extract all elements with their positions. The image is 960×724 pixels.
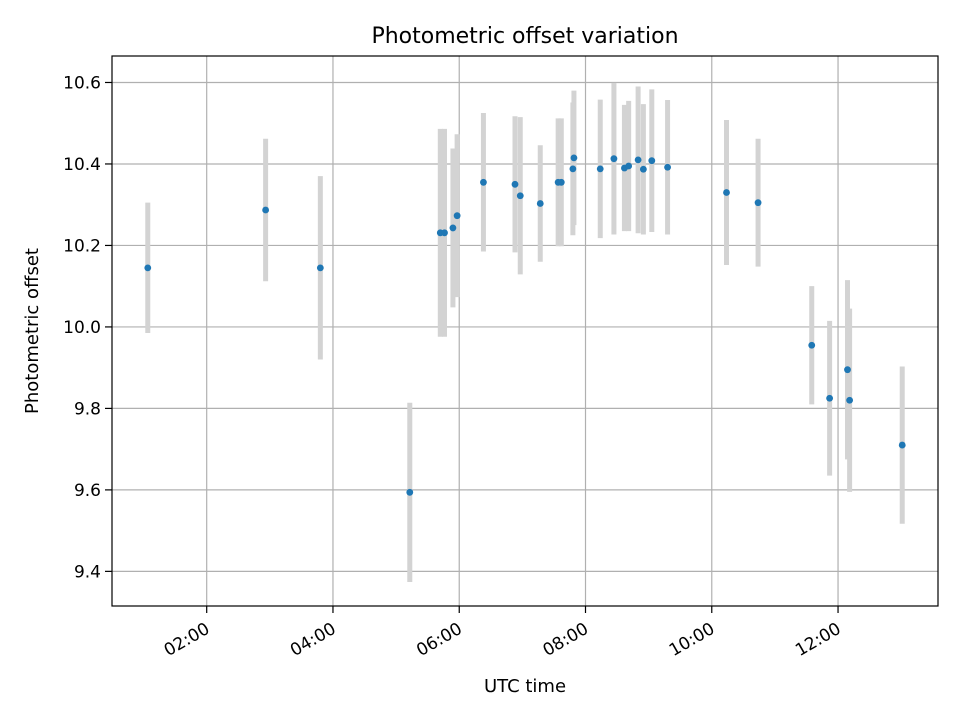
data-point xyxy=(639,165,647,173)
data-point xyxy=(480,178,487,186)
data-point xyxy=(441,229,448,237)
data-point xyxy=(844,366,851,374)
data-point xyxy=(596,165,604,173)
data-point xyxy=(846,396,854,404)
y-tick-label: 10.4 xyxy=(63,155,101,175)
data-point xyxy=(262,206,270,214)
data-point xyxy=(634,156,642,164)
chart-title: Photometric offset variation xyxy=(371,24,678,49)
data-point xyxy=(144,264,152,272)
data-point xyxy=(406,488,414,496)
data-point xyxy=(511,180,519,188)
data-point xyxy=(610,155,618,163)
data-point xyxy=(826,394,834,402)
y-tick-label: 9.8 xyxy=(74,399,101,419)
plot-frame xyxy=(111,55,939,607)
y-tick-label: 10.2 xyxy=(63,236,101,256)
data-point xyxy=(516,192,524,200)
y-tick-label: 10.0 xyxy=(63,318,101,338)
data-point xyxy=(570,154,578,162)
data-point xyxy=(449,224,457,232)
y-tick-label: 9.6 xyxy=(74,481,101,501)
data-point xyxy=(453,212,461,220)
data-point xyxy=(557,178,565,186)
data-point xyxy=(536,200,544,207)
data-point xyxy=(664,163,671,171)
data-point xyxy=(808,341,816,349)
data-point xyxy=(569,165,577,173)
y-axis-ticks: 9.4 9.6 9.8 10.0 10.2 10.4 10.6 xyxy=(63,73,112,582)
data-point xyxy=(648,157,656,165)
data-point xyxy=(316,264,324,272)
y-tick-label: 9.4 xyxy=(74,562,101,582)
y-axis-label: Photometric offset xyxy=(22,248,43,414)
x-axis-label: UTC time xyxy=(484,676,566,697)
data-points xyxy=(144,154,906,496)
data-point xyxy=(723,189,730,196)
data-point xyxy=(625,162,633,170)
y-tick-label: 10.6 xyxy=(63,73,101,93)
data-point xyxy=(754,199,762,207)
grid xyxy=(112,56,938,606)
data-point xyxy=(898,441,906,449)
